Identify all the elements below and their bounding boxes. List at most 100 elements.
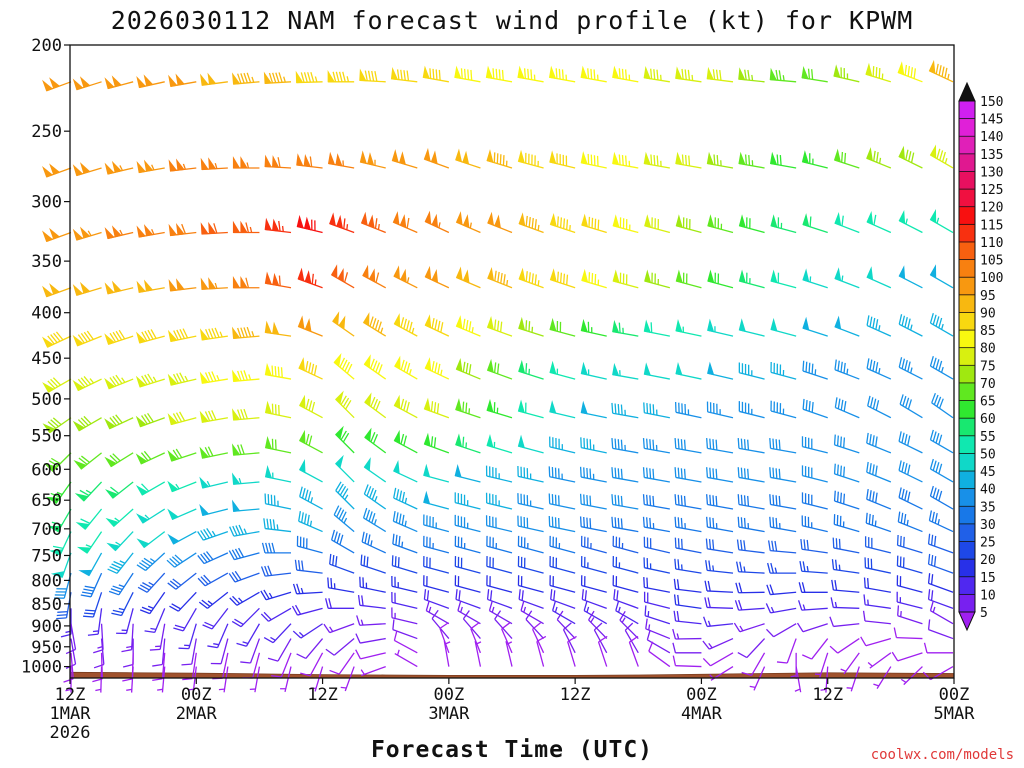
barb-feather (930, 574, 934, 585)
barb-feather (336, 507, 342, 518)
barb-half-feather (119, 560, 126, 564)
barb-staff (930, 365, 954, 380)
barb-feather (589, 495, 592, 506)
barb-half-feather (846, 368, 849, 375)
barb-staff (644, 447, 670, 454)
barb-pennant (199, 371, 210, 384)
colorbar-segment (959, 365, 975, 384)
wind-barb (232, 326, 260, 340)
wind-barb (325, 598, 355, 609)
barb-feather (112, 453, 121, 462)
wind-barb (454, 535, 481, 554)
barb-feather (400, 433, 405, 445)
barb-half-feather (708, 642, 713, 649)
wind-barb (581, 268, 607, 289)
barb-feather (395, 512, 399, 523)
barb-staff (843, 652, 860, 675)
wind-barb (505, 641, 513, 667)
barb-staff (203, 552, 229, 565)
barb-feather (712, 495, 715, 506)
wind-barb (65, 638, 77, 669)
colorbar-label: 145 (980, 113, 1003, 128)
barb-half-feather (182, 163, 186, 170)
barb-feather (204, 411, 211, 422)
barb-staff (825, 666, 829, 693)
barb-pennant (423, 490, 431, 505)
barb-feather (203, 552, 211, 562)
barb-pennant (72, 164, 84, 177)
wind-barb (106, 531, 134, 552)
barb-feather (798, 582, 803, 593)
barb-feather (137, 586, 148, 593)
barb-staff (644, 615, 671, 625)
barb-staff (786, 638, 797, 664)
barb-half-feather (242, 641, 249, 645)
wind-barb (107, 552, 134, 574)
wind-barb (391, 149, 418, 169)
wind-barb (474, 640, 482, 667)
wind-barb (296, 153, 323, 169)
barb-half-feather (475, 641, 482, 645)
barb-pennant (208, 277, 217, 290)
barb-feather (292, 630, 302, 639)
barb-feather (688, 155, 691, 166)
barb-half-feather (216, 375, 220, 381)
barb-staff (161, 652, 166, 679)
wind-barb (736, 539, 765, 554)
barb-half-feather (440, 369, 443, 376)
wind-barb (765, 623, 797, 638)
wind-barb (867, 395, 892, 419)
wind-barb (264, 217, 292, 234)
wind-barb (706, 494, 734, 510)
wind-barb (866, 266, 892, 289)
barb-feather (618, 322, 621, 333)
barb-pennant (486, 398, 494, 413)
barb-feather (400, 69, 403, 81)
barb-pennant (41, 336, 54, 348)
barb-staff (644, 601, 671, 609)
barb-staff (549, 584, 576, 593)
barb-half-feather (944, 157, 948, 164)
wind-barb (198, 591, 229, 609)
barb-pennant (494, 214, 502, 229)
credit-link[interactable]: coolwx.com/models (871, 747, 1014, 763)
barb-feather (811, 69, 814, 80)
barb-feather (624, 155, 628, 166)
barb-feather (865, 512, 868, 524)
barb-feather (406, 401, 410, 413)
wind-barb (359, 68, 386, 83)
barb-feather (377, 364, 383, 375)
barb-feather (805, 399, 808, 411)
barb-feather (531, 218, 534, 229)
barb-feather (341, 488, 349, 498)
barb-feather (93, 649, 104, 654)
wind-barb (612, 535, 639, 554)
barb-feather (907, 66, 911, 77)
barb-staff (423, 565, 450, 574)
barb-half-feather (739, 625, 744, 632)
barb-feather (611, 494, 614, 505)
barb-staff (896, 636, 923, 640)
wind-barb (264, 362, 292, 380)
wind-barb (674, 438, 702, 454)
barb-feather (929, 485, 934, 497)
barb-pennant (143, 74, 154, 87)
barb-feather (904, 434, 908, 445)
wind-barb (232, 220, 260, 234)
barb-feather (267, 565, 273, 576)
barb-feather (330, 578, 333, 589)
wind-barb (457, 600, 481, 625)
barb-pennant (362, 312, 370, 327)
barb-feather (214, 327, 220, 338)
barb-feather (366, 556, 369, 567)
barb-feather (144, 330, 151, 341)
barb-staff (455, 545, 481, 554)
wind-barb (770, 400, 797, 419)
barb-half-feather (554, 606, 558, 613)
barb-feather (231, 571, 239, 582)
barb-feather (86, 330, 94, 340)
wind-barb (863, 594, 891, 609)
barb-staff (898, 521, 923, 533)
barb-feather (261, 542, 266, 554)
wind-barb (136, 552, 166, 572)
